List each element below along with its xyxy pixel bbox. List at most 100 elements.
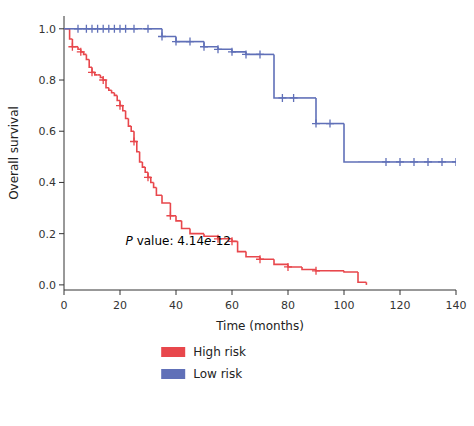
censor-mark [77, 48, 85, 56]
step-segment [106, 80, 109, 88]
step-segment [170, 203, 176, 216]
series [64, 29, 366, 285]
censor-mark [200, 43, 208, 51]
annotation-part: value: 4.14 [133, 234, 204, 248]
x-tick-label: 40 [169, 299, 183, 312]
censor-mark [144, 25, 152, 33]
step-segment [123, 106, 126, 111]
censor-mark [122, 25, 130, 33]
annotation: P value: 4.14e-12 [126, 234, 231, 248]
censor-mark [228, 48, 236, 56]
y-tick [59, 284, 64, 285]
censor-mark [312, 267, 320, 275]
censor-mark [278, 94, 286, 102]
censor-mark [256, 50, 264, 58]
chart: 0204060801001201400.00.20.40.60.81.0Time… [0, 0, 474, 426]
y-tick-label: 0.6 [39, 125, 57, 138]
step-segment [344, 271, 358, 272]
y-axis-label: Overall survival [7, 106, 21, 200]
step-segment [358, 161, 372, 163]
legend-swatch [161, 347, 185, 357]
y-tick-label: 0.0 [39, 279, 57, 292]
x-tick [64, 290, 65, 295]
x-tick-label: 0 [61, 299, 68, 312]
step-segment [151, 177, 154, 182]
step-segment [156, 188, 162, 196]
x-tick-label: 60 [225, 299, 239, 312]
step-segment [316, 98, 330, 124]
step-segment [137, 141, 140, 151]
step-segment [154, 182, 157, 187]
step-segment [89, 60, 92, 68]
censor-mark [424, 158, 432, 166]
step-segment [126, 111, 129, 119]
x-tick [400, 290, 401, 295]
step-segment [162, 195, 170, 203]
x-axis-line [64, 290, 456, 291]
plot-area [64, 25, 456, 285]
x-tick-label: 80 [281, 299, 295, 312]
x-tick-label: 20 [113, 299, 127, 312]
censor-mark [130, 137, 138, 145]
censor-mark [256, 255, 264, 263]
step-segment [274, 259, 288, 264]
censor-mark [396, 158, 404, 166]
censor-mark [326, 120, 334, 128]
x-tick-label: 140 [446, 299, 467, 312]
step-segment [162, 29, 176, 37]
censor-mark [382, 158, 390, 166]
censor-mark [172, 38, 180, 46]
censor-mark [452, 158, 456, 166]
censor-mark [242, 50, 250, 58]
step-segment [176, 36, 190, 41]
step-segment [128, 118, 131, 126]
censor-mark [186, 38, 194, 46]
censor-mark [116, 102, 124, 110]
step-segment [145, 167, 148, 172]
x-tick [288, 290, 289, 295]
censor-mark [214, 45, 222, 53]
y-tick [59, 28, 64, 29]
series [64, 25, 456, 166]
step-segment [182, 221, 190, 229]
y-tick [59, 131, 64, 132]
censor-mark [438, 158, 446, 166]
step-segment [274, 54, 282, 98]
step-segment [86, 54, 89, 59]
y-tick [59, 80, 64, 81]
step-segment [112, 90, 115, 93]
censor-mark [166, 212, 174, 220]
y-tick-label: 0.4 [39, 176, 57, 189]
censor-mark [130, 25, 138, 33]
legend-label: High risk [193, 345, 246, 359]
censor-mark [290, 94, 298, 102]
step-segment [70, 29, 73, 39]
y-tick-label: 0.8 [39, 74, 57, 87]
censor-mark [410, 158, 418, 166]
step-segment [238, 241, 246, 251]
step-segment [246, 252, 260, 257]
x-tick [344, 290, 345, 295]
y-tick-label: 1.0 [39, 23, 57, 36]
x-tick [120, 290, 121, 295]
step-segment [117, 95, 120, 100]
step-segment [190, 229, 204, 234]
step-segment [131, 126, 134, 131]
step-segment [330, 270, 344, 272]
censor-mark [158, 32, 166, 40]
censor-mark [88, 68, 96, 76]
step-segment [114, 93, 117, 96]
censor-mark [312, 120, 320, 128]
x-tick [176, 290, 177, 295]
x-tick-label: 100 [334, 299, 355, 312]
censor-mark [99, 76, 107, 84]
step-segment [366, 282, 368, 285]
step-segment [204, 42, 218, 47]
step-segment [109, 88, 112, 91]
y-tick [59, 233, 64, 234]
censor-mark [144, 173, 152, 181]
x-tick [456, 290, 457, 295]
x-tick [232, 290, 233, 295]
step-segment [140, 152, 143, 162]
step-segment [358, 272, 366, 282]
